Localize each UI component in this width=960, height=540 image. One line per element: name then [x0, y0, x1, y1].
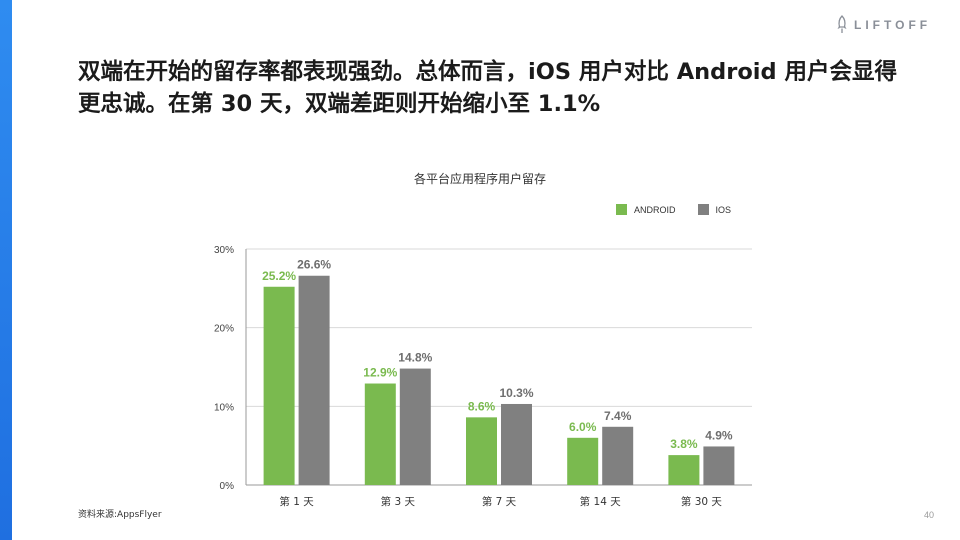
data-label-ios: 4.9% [705, 428, 733, 442]
y-tick-label: 30% [214, 245, 234, 256]
bar-ios [602, 426, 634, 485]
bar-ios [298, 275, 330, 485]
bar-android [668, 455, 700, 485]
page-number: 40 [923, 510, 934, 520]
y-tick-label: 20% [214, 324, 234, 335]
legend-swatch-android [616, 204, 627, 215]
x-tick-label: 第 14 天 [580, 495, 622, 508]
x-tick-label: 第 30 天 [681, 495, 723, 508]
chart-title: 各平台应用程序用户留存 [413, 172, 546, 186]
data-label-ios: 10.3% [499, 386, 533, 400]
data-label-ios: 26.6% [297, 258, 331, 272]
data-label-android: 8.6% [468, 399, 496, 413]
data-label-android: 12.9% [363, 366, 397, 380]
bar-android [567, 437, 599, 485]
legend-label-ios: IOS [715, 204, 732, 215]
logo-text: LIFTOFF [854, 18, 932, 32]
rocket-icon [837, 15, 847, 33]
bar-ios [399, 368, 431, 485]
bar-android [263, 286, 295, 485]
data-label-android: 3.8% [670, 437, 698, 451]
slide-title: 双端在开始的留存率都表现强劲。总体而言，iOS 用户对比 Android 用户会… [78, 59, 897, 117]
bar-ios [703, 446, 735, 485]
legend-label-android: ANDROID [634, 204, 676, 215]
x-tick-label: 第 3 天 [381, 495, 416, 508]
data-label-android: 25.2% [262, 269, 296, 283]
bar-android [364, 383, 396, 485]
x-tick-label: 第 7 天 [482, 495, 517, 508]
liftoff-logo: LIFTOFF [836, 14, 931, 36]
legend-swatch-ios [697, 204, 709, 215]
left-accent-bar [0, 0, 12, 540]
data-label-ios: 7.4% [604, 409, 632, 423]
bar-android [466, 417, 497, 485]
y-tick-label: 10% [214, 402, 234, 413]
y-tick-label: 0% [220, 481, 235, 492]
data-label-ios: 14.8% [398, 351, 432, 365]
data-label-android: 6.0% [569, 420, 597, 434]
legend-item-ios: IOS [697, 204, 732, 215]
source-note: 资料来源:AppsFlyer [78, 510, 162, 520]
legend-item-android: ANDROID [616, 204, 676, 215]
x-tick-label: 第 1 天 [279, 495, 314, 508]
bar-ios [501, 403, 532, 485]
chart-legend: ANDROID IOS [616, 204, 731, 215]
